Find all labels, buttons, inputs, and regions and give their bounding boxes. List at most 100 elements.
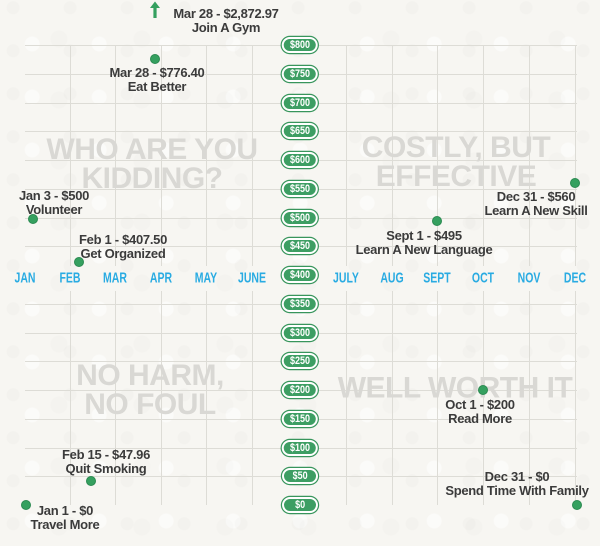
month-label-text: OCT [471,269,495,287]
quadrant-label-line: COSTLY, BUT [361,131,551,164]
grid-vline [161,291,162,505]
grid-vline [206,45,207,266]
data-point-label: Jan 1 - $0 Travel More [31,504,100,532]
month-label-text: JULY [333,269,359,287]
data-point-label: Dec 31 - $560 Learn A New Skill [484,190,587,218]
y-axis-badge: $350 [281,295,319,312]
x-axis-month-label-sept: SEPT [417,270,456,287]
y-axis-badge-label: $800 [289,39,311,51]
x-axis-month-label-july: JULY [328,270,365,287]
y-axis-badge: $100 [281,439,319,456]
x-axis-month-label-nov: NOV [513,270,546,287]
y-axis-badge-label: $550 [289,182,311,195]
data-point-label: Sept 1 - $495 Learn A New Language [356,229,493,257]
quadrant-label-who-are-you-kidding: WHO ARE YOU KIDDING? [46,133,258,195]
x-axis-month-label-june: JUNE [232,270,272,287]
point-activity: Eat Better [127,79,187,94]
point-date-amount: Sept 1 - $495 [386,228,462,243]
y-axis-badge-label: $100 [289,441,311,454]
point-activity: Travel More [30,517,100,532]
month-label-text: APR [149,269,173,287]
data-point-dot [86,476,96,486]
grid-vline [575,45,576,266]
y-axis-badge: $650 [281,123,319,140]
month-label-text: MAR [103,269,127,287]
y-axis-badge-label: $250 [289,355,311,368]
grid-vline [483,45,484,266]
point-date-amount: Dec 31 - $0 [484,469,550,484]
y-axis-badge-label: $750 [289,67,311,80]
point-date-amount: Feb 15 - $47.96 [62,447,150,462]
y-axis-badge-label: $450 [289,240,311,253]
data-point-label: Mar 28 - $776.40 Eat Better [110,66,205,94]
month-label-text: JUNE [237,269,267,287]
data-point-label: Feb 15 - $47.96 Quit Smoking [62,448,150,476]
y-axis-badge: $300 [281,324,319,341]
data-point-label: Oct 1 - $200 Read More [445,397,515,426]
data-point-dot [28,214,38,224]
data-point-label: Dec 31 - $0 Spend Time With Family [445,469,589,498]
grid-vline [529,45,530,266]
month-label-text: NOV [517,269,541,287]
quadrant-label-line: NO HARM, [76,359,224,392]
point-activity: Join A Gym [191,20,261,35]
grid-vline [529,291,530,505]
month-label-text: MAY [194,269,218,287]
grid-vline [70,291,71,505]
data-point-dot [478,385,488,395]
grid-vline [483,291,484,505]
x-axis-month-label-feb: FEB [55,270,85,287]
month-label-text: FEB [59,269,81,287]
grid-vline [392,45,393,266]
point-activity: Get Organized [80,246,166,261]
offchart-up-arrow-icon [149,1,161,19]
x-axis-month-label-may: MAY [190,270,222,287]
point-date-amount: Oct 1 - $200 [445,397,515,412]
y-axis-badge-label: $50 [292,470,308,483]
data-point-label: Jan 3 - $500 Volunteer [19,189,89,217]
point-activity: Read More [448,411,512,426]
y-axis-badge-label: $300 [289,326,311,339]
quadrant-label-line: WHO ARE YOU [46,133,258,166]
y-axis-badge: $450 [281,238,319,255]
grid-vline [392,291,393,505]
y-axis-badge: $550 [281,180,319,197]
point-date-amount: Feb 1 - $407.50 [79,232,167,247]
quadrant-label-line: KIDDING? [81,162,224,195]
data-point-dot [570,178,580,188]
data-point-label: Feb 1 - $407.50 Get Organized [79,233,167,261]
data-point-dot [74,257,84,267]
grid-vline [115,291,116,505]
point-date-amount: Jan 1 - $0 [36,503,94,518]
y-axis-badge: $600 [281,152,319,168]
data-point-dot [21,500,31,510]
y-axis-badge-label: $600 [289,154,311,166]
grid-vline [115,45,116,266]
grid-vline [346,291,347,505]
y-axis-badge: $250 [281,353,319,370]
month-label-text: DEC [563,269,587,287]
data-point-dot [572,500,582,510]
grid-vline [437,45,438,266]
y-axis-badge-label: $700 [289,96,311,109]
data-point-dot [432,216,442,226]
x-axis-month-label-aug: AUG [375,270,408,287]
grid-vline [206,291,207,505]
grid-vline [437,291,438,505]
quadrant-label-no-harm-no-foul: NO HARM, NO FOUL [76,359,224,421]
quadrant-label-line: NO FOUL [84,388,216,421]
y-axis-badge: $150 [281,410,319,427]
x-axis-month-label-mar: MAR [98,270,132,287]
point-date-amount: Mar 28 - $2,872.97 [173,6,279,21]
point-activity: Learn A New Skill [484,203,588,218]
quadrant-label-line: EFFECTIVE [375,160,537,193]
y-axis-badge: $200 [281,382,319,398]
y-axis-badge-label: $650 [289,125,311,138]
x-axis-month-label-jan: JAN [10,270,40,287]
point-activity: Quit Smoking [65,461,147,476]
grid-vline [252,291,253,505]
quadrant-label-line: WELL WORTH IT [337,371,573,405]
month-label-text: JAN [14,269,36,287]
y-axis-badge-label: $150 [289,412,311,425]
